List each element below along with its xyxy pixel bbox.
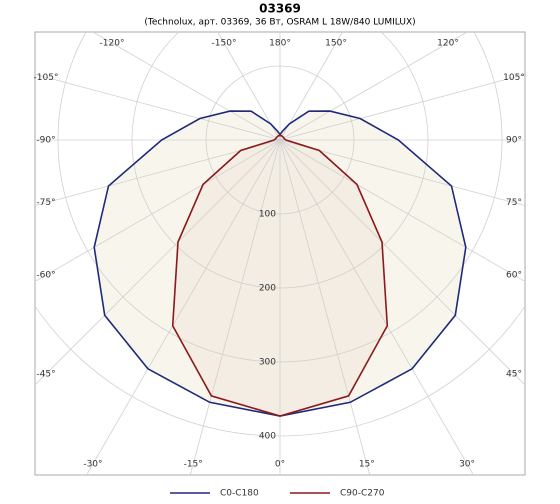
chart-subtitle: (Technolux, арт. 03369, 36 Вт, OSRAM L 1… [144,18,415,28]
r-tick-label: 100 [259,210,276,220]
theta-tick-label: 0° [275,460,285,470]
grid-ray [86,139,281,475]
theta-tick-label: -90° [36,136,55,146]
theta-tick-label: -105° [34,73,59,83]
plot-area [35,32,525,475]
series-line [171,134,389,417]
theta-tick-label: 15° [359,460,375,470]
r-tick-label: 200 [259,284,276,294]
grid-ray [217,32,281,141]
theta-tick-label: 180° [269,39,291,49]
theta-tick-label: -45° [36,370,55,380]
legend-label: C90-C270 [340,489,385,499]
theta-tick-label: 30° [459,460,475,470]
theta-tick-label: -150° [212,39,237,49]
grid-ray [35,139,281,386]
theta-tick-label: 75° [506,198,522,208]
theta-tick-label: -75° [36,198,55,208]
theta-tick-label: -30° [83,460,102,470]
theta-tick-label: 45° [506,370,522,380]
grid-ray [279,139,525,282]
r-tick-label: 300 [259,358,276,368]
theta-tick-label: -120° [100,39,125,49]
grid-ray [35,139,281,282]
grid-ray [189,139,281,475]
legend-label: C0-C180 [220,489,259,499]
theta-tick-label: -15° [184,460,203,470]
labels: 100 200 300 400 -120° -150° 180° 150° 120° -105° 1… [34,39,525,470]
theta-tick-label: -60° [36,271,55,281]
grid-ray [279,32,343,141]
theta-tick-label: 120° [437,39,459,49]
grid-ray [279,32,468,141]
r-tick-label: 400 [259,432,276,442]
grid-ray [35,73,281,141]
theta-tick-label: 150° [325,39,347,49]
theta-tick-label: 90° [506,136,522,146]
grid-ray [279,73,525,141]
grid-ray [279,139,371,475]
grid-ray [279,139,525,386]
theta-tick-label: 60° [506,271,522,281]
grid-ray [92,32,281,141]
legend: C0-C180 C90-C270 [170,489,385,499]
chart-title: 03369 [259,2,301,16]
theta-tick-label: 105° [503,73,525,83]
grid-ray [279,139,474,475]
